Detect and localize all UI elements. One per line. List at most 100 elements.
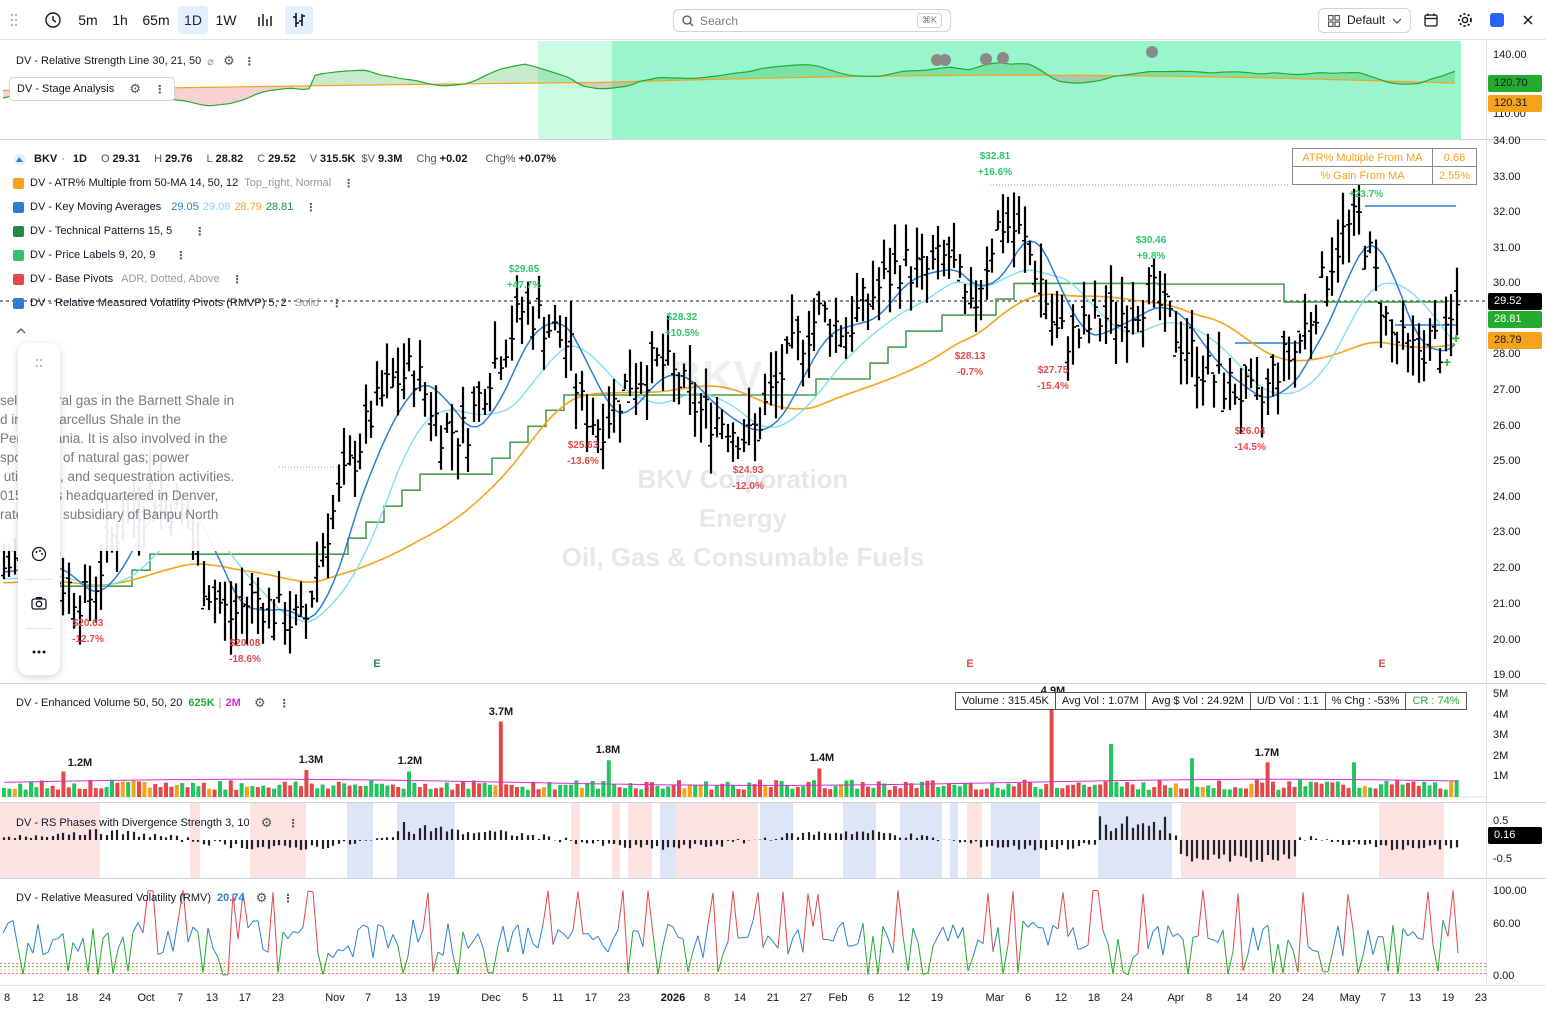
gear-icon[interactable]: ⚙ [260,815,273,830]
interval-1w-button[interactable]: 1W [215,12,237,28]
layout-select[interactable]: Default [1318,8,1411,33]
rs-fill [525,64,531,84]
rs-phase-region [0,803,100,878]
rmv-line [1062,892,1069,937]
rmv-line [1077,947,1084,950]
rmv-line [1082,944,1089,949]
clock-icon[interactable] [39,6,67,34]
more-icon[interactable]: ⋮ [343,177,355,190]
more-icon[interactable]: ⋮ [331,297,343,310]
more-icon[interactable]: ⋮ [243,55,255,68]
indicator-key-mas[interactable]: DV - Key Moving Averages 29.05 29.08 28.… [13,198,316,216]
rmv-line [1102,930,1109,944]
rmv-line [1172,933,1179,937]
rmv-line [457,931,464,975]
palette-icon[interactable] [25,540,53,568]
pane-separator[interactable] [0,139,1546,140]
price-axis-label: 22.00 [1493,562,1521,574]
more-icon[interactable]: ⋮ [154,83,166,96]
volume-bar [137,781,141,797]
stage-analysis-legend[interactable]: DV - Stage Analysis ⚙ ⋮ [9,77,176,101]
more-horizontal-icon[interactable] [25,638,53,666]
rmv-line [22,942,29,975]
more-icon[interactable]: ⋮ [175,249,187,262]
volume-bar [747,782,752,797]
rmv-line [127,932,134,972]
calendar-icon[interactable] [1417,6,1445,34]
atr-multiple-label: ATR% Multiple From MA [1292,148,1433,167]
rs-fill [591,82,597,89]
drag-handle-icon[interactable] [25,349,53,377]
time-axis-label: 7 [176,992,184,1004]
rmv-line [382,926,389,949]
volume-bar [191,782,195,797]
interval-1d-button[interactable]: 1D [178,6,208,34]
interval-5m-button[interactable]: 5m [78,12,98,28]
close-icon[interactable] [1514,6,1542,34]
indicator-rmvp[interactable]: DV - Relative Measured Volatility Pivots… [13,294,342,312]
rs-fill [741,71,747,79]
volume-bar [612,784,617,797]
drag-handle-icon[interactable] [4,6,24,34]
more-icon[interactable]: ⋮ [194,225,206,238]
volume-bar [1298,779,1302,797]
search-box[interactable]: ⌘K [673,9,951,32]
hidden-icon[interactable]: ⌀ [207,55,214,68]
more-icon[interactable]: ⋮ [305,201,317,214]
volume-peak-label: 1.8M [596,744,620,756]
search-input[interactable] [700,12,900,30]
more-icon[interactable]: ⋮ [278,697,290,710]
rmv-line [392,934,399,947]
stage-region [538,41,612,139]
rmv-line [632,930,639,932]
indicator-price-labels[interactable]: DV - Price Labels 9, 20, 9 ⋮ [13,246,186,264]
pane-separator[interactable] [0,802,1546,803]
more-icon[interactable]: ⋮ [287,817,299,830]
indicator-base-pivots[interactable]: DV - Base Pivots ADR, Dotted, Above ⋮ [13,270,243,288]
more-icon[interactable]: ⋮ [231,273,243,286]
volume-bar [768,787,773,797]
camera-icon[interactable] [25,589,53,617]
price-label-pct: +47.7% [507,280,541,291]
gear-icon[interactable]: ⚙ [129,81,142,96]
chart-canvas[interactable]: ++ $29.65 +47.7% $28.32 +10.5% $32.81 +16.6% $3… [0,40,1546,1016]
gear-icon[interactable]: ⚙ [223,53,235,68]
rmv-legend[interactable]: DV - Relative Measured Volatility (RMV) … [16,890,294,905]
volume-bar [1200,787,1205,797]
rmv-line [722,941,729,955]
interval-1h-button[interactable]: 1h [112,12,128,28]
rmv-line [1427,891,1434,945]
indicator-tech-patterns[interactable]: DV - Technical Patterns 15, 5 ⋮ [13,222,205,240]
volume-bar [466,788,471,797]
pane-separator[interactable] [0,878,1546,879]
settings-gear-icon[interactable] [1451,6,1479,34]
gear-icon[interactable]: ⚙ [253,695,266,710]
time-axis-label: 13 [394,992,408,1004]
rs-line-legend[interactable]: DV - Relative Strength Line 30, 21, 50 ⌀… [16,53,255,68]
price-label-value: $29.65 [509,264,540,275]
collapse-legend-icon[interactable] [12,322,30,340]
rmv-line [157,951,164,955]
volume-bar [201,782,206,797]
theme-color-icon[interactable] [1483,6,1511,34]
bar-chart-type-icon[interactable] [250,6,278,34]
ohlc-bars-icon[interactable] [285,6,313,34]
interval-65m-button[interactable]: 65m [142,12,170,28]
rs-phases-legend[interactable]: DV - RS Phases with Divergence Strength … [16,815,299,830]
rs-fill [957,68,963,76]
rs-phases-axis-label: -0.5 [1493,853,1512,865]
pane-separator[interactable] [0,683,1546,684]
volume-bar [1146,789,1151,797]
rmv-line [772,941,779,949]
rmv-line [407,919,414,957]
volume-legend[interactable]: DV - Enhanced Volume 50, 50, 20 625K | 2… [16,695,290,710]
indicator-atr-multiple[interactable]: DV - ATR% Multiple from 50-MA 14, 50, 12… [13,174,354,192]
rs-fill [945,67,951,76]
rs-fill [615,81,621,88]
rmv-line [802,893,809,953]
symbol-ticker[interactable]: BKV [34,153,58,165]
more-icon[interactable]: ⋮ [282,892,294,905]
rs-phase-region [900,803,942,878]
gear-icon[interactable]: ⚙ [255,890,268,905]
rmv-line [447,923,454,956]
